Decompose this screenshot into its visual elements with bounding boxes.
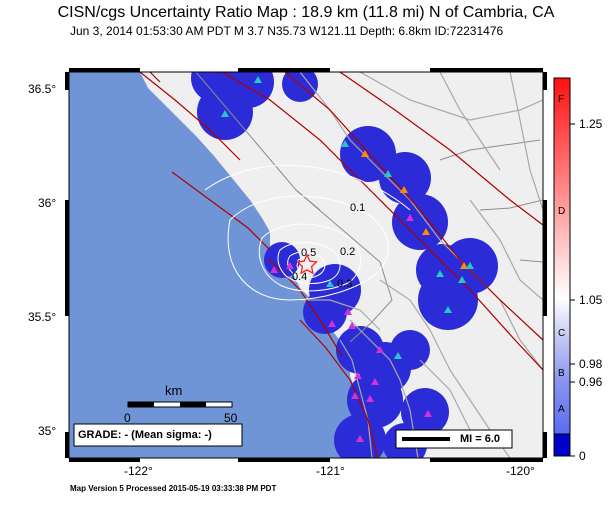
lat-tick-label: 36°	[38, 196, 57, 210]
colorbar-letter: D	[558, 206, 566, 217]
lat-tick-label: 36.5°	[28, 82, 57, 96]
contour-label: 0.2	[340, 246, 355, 258]
colorbar-tick: 1.05	[579, 293, 603, 307]
grade-box	[73, 423, 243, 447]
scale-bar	[127, 401, 233, 408]
lon-tick-label: -120°	[506, 464, 535, 478]
colorbar-tick: 1.25	[579, 117, 603, 131]
stations	[221, 76, 474, 442]
lat-tick-label: 35°	[38, 424, 57, 438]
contour-label: 0.5	[301, 247, 316, 259]
event-info: Jun 3, 2014 01:53:30 AM PDT M 3.7 N35.73…	[70, 24, 504, 38]
colorbar-letter: B	[558, 368, 565, 379]
colorbar-tick: 0	[579, 449, 586, 463]
epicenter-star	[296, 253, 318, 275]
mi-legend-text: MI = 6.0	[460, 433, 501, 445]
frame-ticks	[65, 68, 547, 462]
mi-legend-box	[395, 429, 513, 449]
contour-label: 0.4	[292, 271, 307, 283]
colorbar-letter: C	[558, 328, 566, 339]
contour-label: 0.3	[337, 278, 352, 290]
colorbar	[553, 77, 575, 457]
colorbar-tick: 0.96	[579, 375, 603, 389]
lon-tick-label: -121°	[316, 464, 345, 478]
colorbar-tick: 0.98	[579, 357, 603, 371]
scale-end: 50	[224, 411, 238, 425]
lon-tick-label: -122°	[124, 464, 153, 478]
scale-unit: km	[165, 383, 183, 398]
ocean	[69, 72, 386, 458]
contour-labels: 0.1 0.5 0.2 0.3 0.4	[292, 202, 365, 290]
faults	[139, 72, 543, 458]
county-lines	[195, 72, 543, 343]
map-area: 0.1 0.5 0.2 0.3 0.4	[69, 72, 543, 458]
colorbar-letter: A	[558, 404, 565, 415]
colorbar-letter: F	[558, 94, 565, 105]
grade-text: GRADE: - (Mean sigma: -)	[78, 429, 212, 441]
footer: Map Version 5 Processed 2015-05-19 03:33…	[70, 484, 277, 493]
lat-tick-label: 35.5°	[28, 310, 57, 324]
contours	[204, 164, 411, 301]
contour-label: 0.1	[350, 202, 365, 214]
map-title: CISN/cgs Uncertainty Ratio Map : 18.9 km…	[57, 4, 555, 21]
scale-start: 0	[124, 411, 131, 425]
